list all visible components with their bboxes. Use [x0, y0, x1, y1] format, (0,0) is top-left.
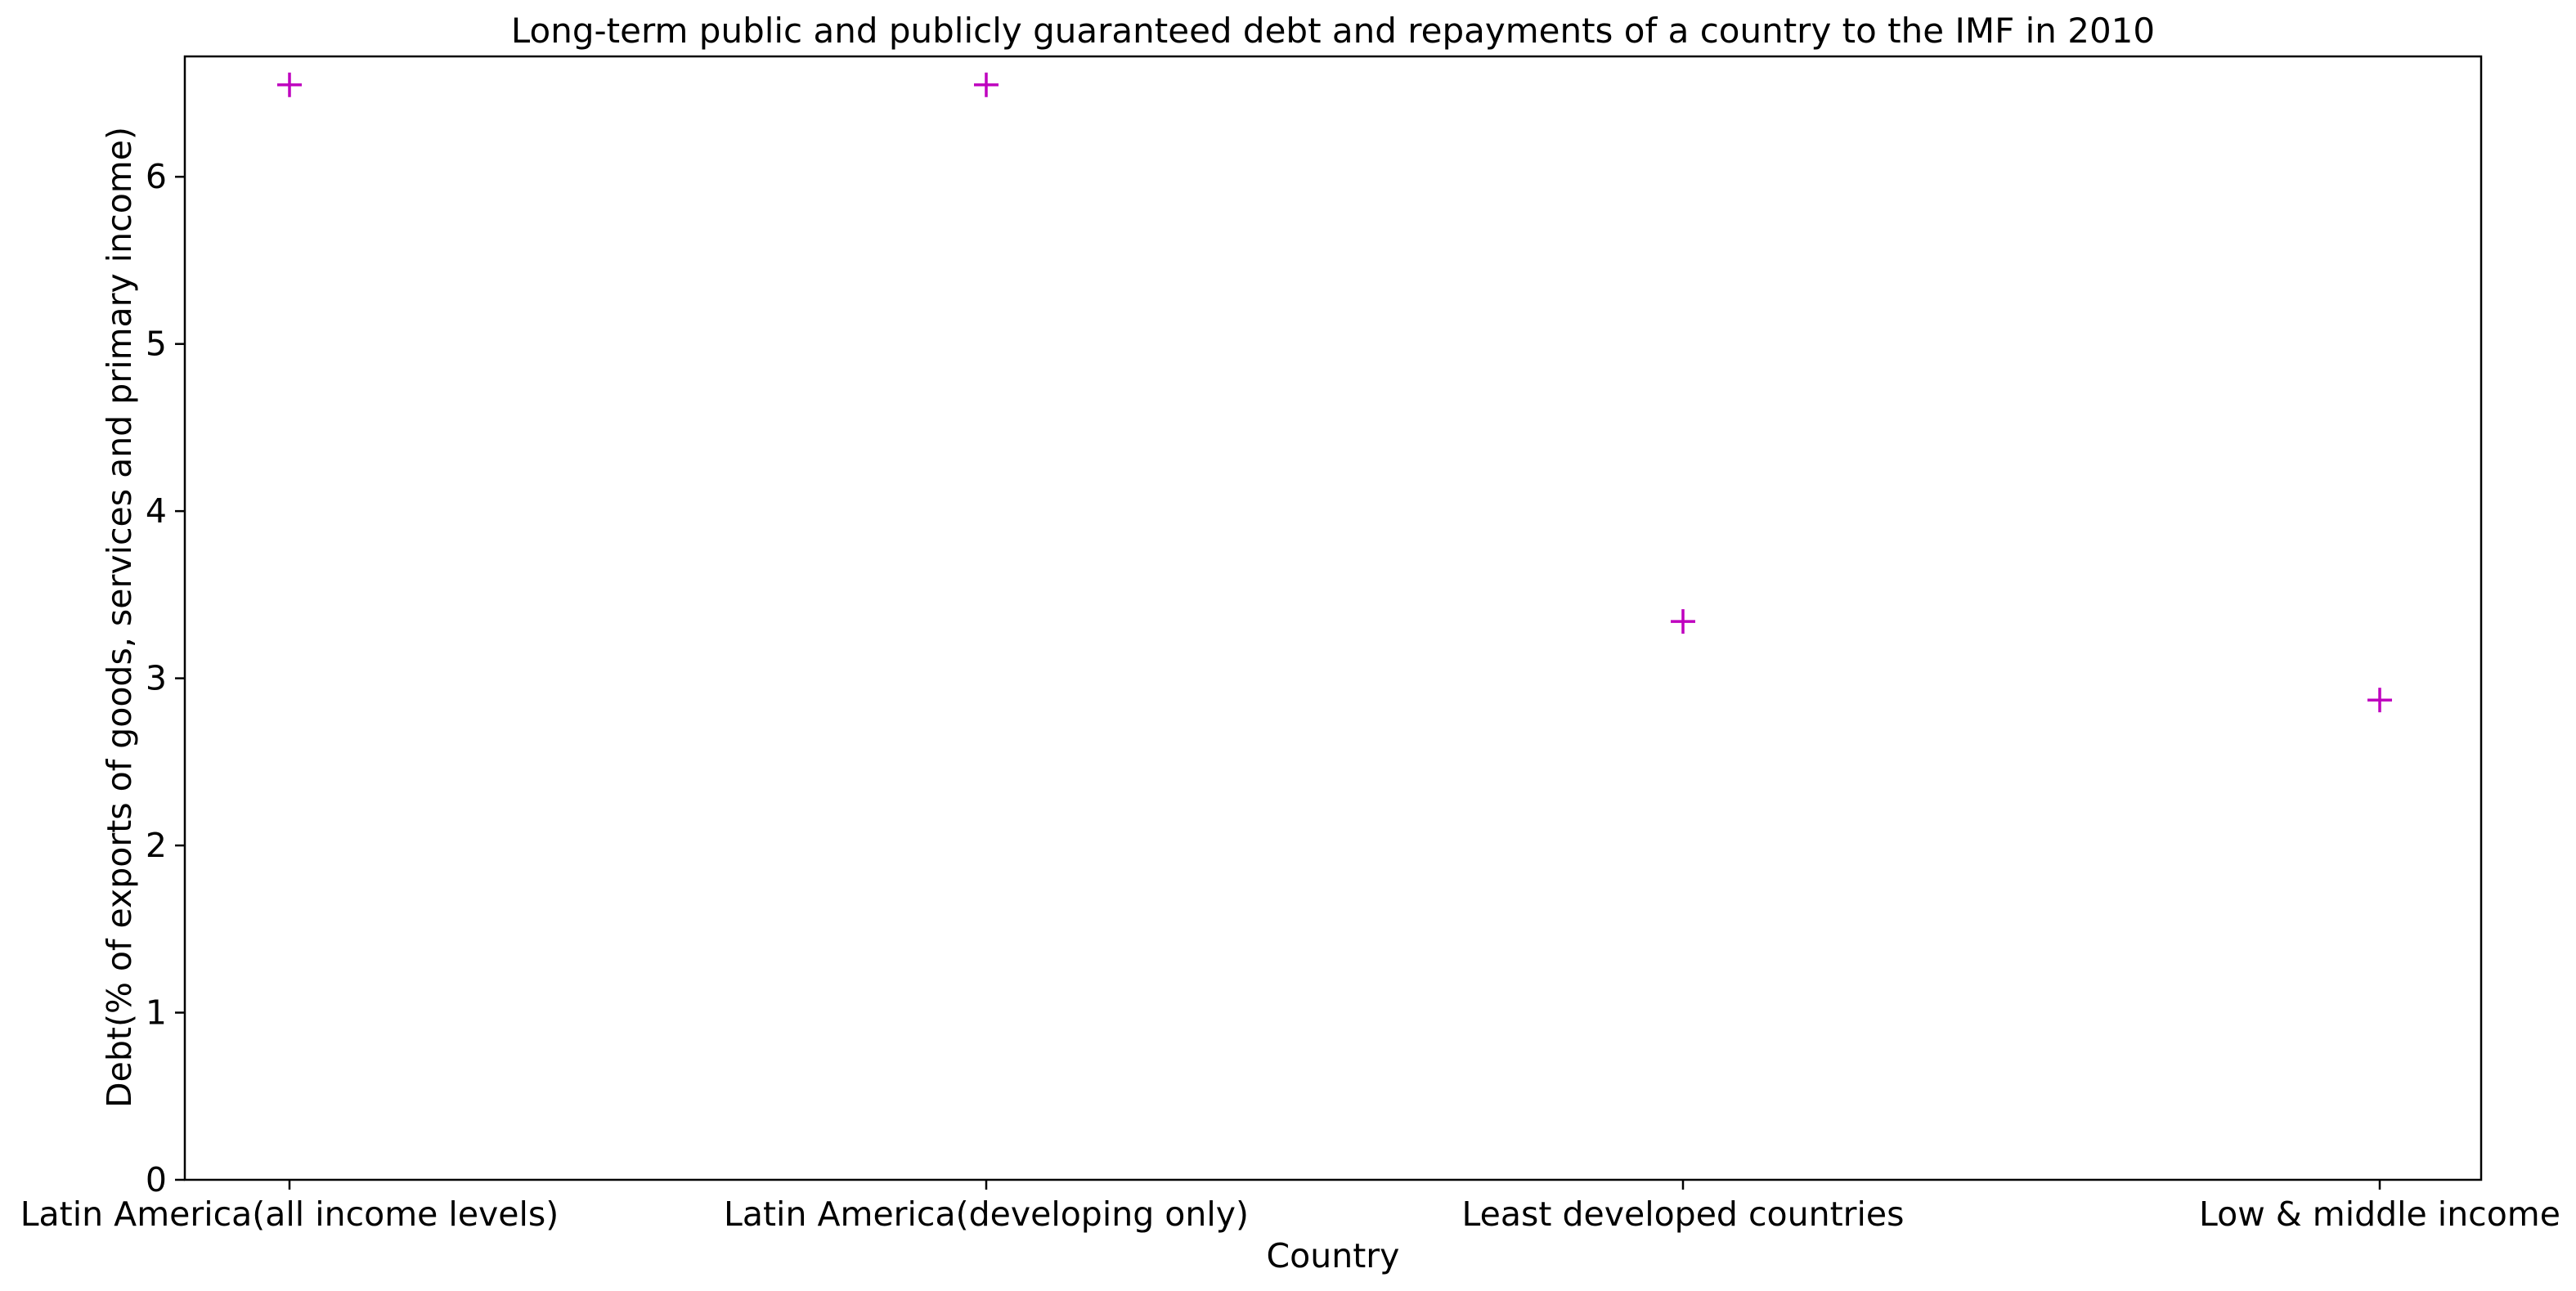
y-tick-label: 3	[146, 659, 167, 698]
y-tick-label: 2	[146, 826, 167, 865]
y-tick-label: 5	[146, 325, 167, 364]
x-tick-label: Least developed countries	[1462, 1195, 1905, 1234]
data-points	[277, 72, 2392, 713]
y-axis: 0 1 2 3 4 5 6	[146, 157, 185, 1199]
y-tick-label: 1	[146, 993, 167, 1033]
x-tick-label: Latin America(developing only)	[724, 1195, 1249, 1234]
data-point	[1671, 609, 1695, 634]
data-point	[277, 72, 302, 97]
y-tick-label: 4	[146, 491, 167, 531]
y-tick-label: 6	[146, 157, 167, 196]
data-point	[2367, 688, 2392, 713]
chart-title: Long-term public and publicly guaranteed…	[511, 11, 2155, 51]
x-tick-label: Latin America(all income levels)	[20, 1195, 559, 1234]
x-axis-label: Country	[1267, 1236, 1400, 1275]
y-tick-label: 0	[146, 1160, 167, 1199]
x-axis: Latin America(all income levels) Latin Am…	[20, 1180, 2560, 1234]
data-point	[974, 72, 999, 97]
plot-area-frame	[183, 55, 2483, 1181]
y-axis-label: Debt(% of exports of goods, services and…	[100, 127, 139, 1108]
x-tick-label: Low & middle income	[2199, 1195, 2560, 1234]
